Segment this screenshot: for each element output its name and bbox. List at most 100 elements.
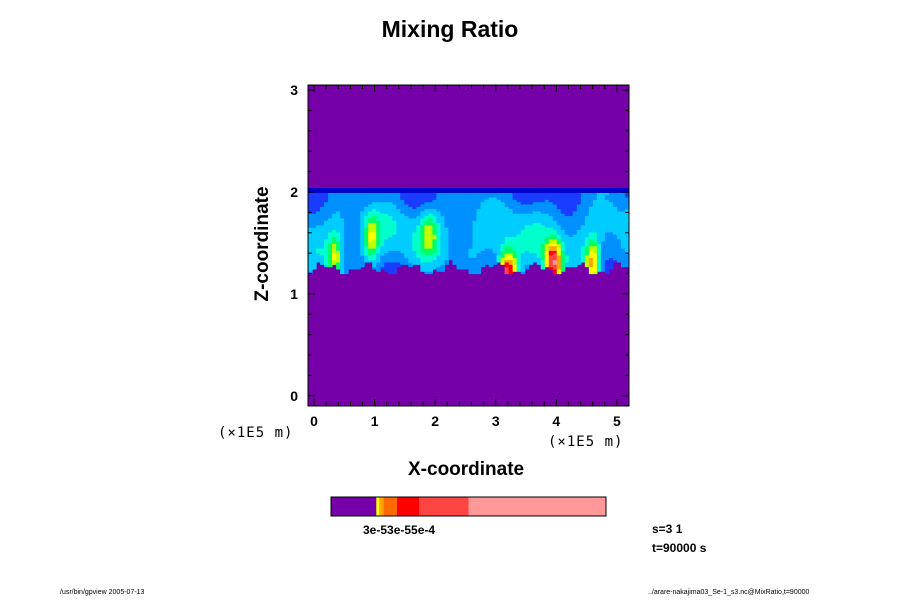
field-cell	[352, 250, 357, 254]
field-cell	[576, 259, 582, 263]
field-cell	[348, 234, 353, 237]
field-cell	[588, 259, 594, 263]
field-cell	[340, 268, 345, 272]
field-cell	[392, 271, 397, 275]
field-cell	[308, 259, 313, 263]
field-cell	[456, 196, 462, 200]
field-cell	[516, 208, 522, 212]
field-cell	[320, 192, 325, 196]
field-cell	[404, 220, 409, 224]
field-cell	[404, 229, 409, 233]
field-cell	[552, 194, 558, 198]
field-cell	[488, 194, 494, 198]
field-cell	[600, 266, 606, 270]
field-cell	[312, 220, 317, 224]
field-cell	[328, 227, 333, 231]
field-cell	[432, 208, 437, 212]
field-cell	[540, 203, 546, 207]
field-cell	[504, 234, 510, 237]
field-cell	[384, 252, 389, 256]
info-index: s=3 1	[652, 522, 683, 536]
field-cell	[452, 231, 458, 235]
field-cell	[400, 234, 405, 237]
field-cell	[456, 261, 462, 265]
field-cell	[544, 261, 550, 265]
field-cell	[352, 234, 357, 237]
field-cell	[456, 192, 462, 196]
field-cell	[396, 259, 401, 263]
field-cell	[512, 234, 518, 237]
field-cell	[380, 208, 385, 212]
field-cell	[416, 199, 421, 203]
field-cell	[488, 252, 494, 256]
field-cell	[576, 222, 582, 226]
field-cell	[508, 194, 514, 198]
field-cell	[372, 220, 377, 224]
field-cell	[568, 264, 574, 268]
field-cell	[444, 227, 450, 231]
field-cell	[412, 231, 417, 235]
field-cell	[616, 252, 622, 256]
field-cell	[372, 241, 377, 244]
field-cell	[524, 252, 530, 256]
field-cell	[520, 238, 526, 242]
field-cell	[600, 227, 606, 231]
field-cell	[544, 264, 550, 268]
field-cell	[348, 199, 353, 203]
field-cell	[588, 268, 594, 272]
field-cell	[492, 217, 498, 221]
field-cell	[536, 213, 542, 217]
field-cell	[428, 259, 433, 263]
field-cell	[472, 220, 478, 224]
field-cell	[460, 247, 466, 251]
field-cell	[508, 220, 514, 224]
field-cell	[400, 238, 405, 242]
field-cell	[476, 261, 482, 265]
field-cell	[388, 243, 393, 247]
field-cell	[472, 196, 478, 200]
field-cell	[512, 252, 518, 256]
field-cell	[380, 238, 385, 242]
field-cell	[572, 194, 578, 198]
field-cell	[444, 201, 450, 205]
field-cell	[544, 206, 550, 210]
field-cell	[484, 236, 490, 240]
field-cell	[516, 252, 522, 256]
field-cell	[512, 257, 518, 261]
field-cell	[624, 229, 629, 233]
field-cell	[516, 199, 522, 203]
field-cell	[468, 234, 474, 237]
field-cell	[552, 231, 558, 235]
field-cell	[492, 259, 498, 263]
field-cell	[580, 217, 586, 221]
field-cell	[516, 192, 522, 196]
field-cell	[324, 194, 329, 198]
field-cell	[392, 199, 397, 203]
field-cell	[572, 245, 578, 249]
field-cell	[464, 229, 470, 233]
field-cell	[512, 229, 518, 233]
field-cell	[360, 217, 365, 221]
field-cell	[336, 236, 341, 240]
field-cell	[464, 201, 470, 205]
field-cell	[452, 234, 458, 237]
field-cell	[532, 206, 538, 210]
field-cell	[588, 261, 594, 265]
field-cell	[384, 268, 389, 272]
field-cell	[620, 243, 626, 247]
field-cell	[520, 196, 526, 200]
field-cell	[352, 257, 357, 261]
field-cell	[452, 222, 458, 226]
field-cell	[388, 227, 393, 231]
field-cell	[328, 261, 333, 265]
field-cell	[524, 261, 530, 265]
field-cell	[396, 257, 401, 261]
field-cell	[340, 199, 345, 203]
field-cell	[528, 250, 534, 254]
field-cell	[336, 243, 341, 247]
field-cell	[552, 268, 558, 272]
field-cell	[520, 252, 526, 256]
field-cell	[516, 215, 522, 219]
field-cell	[528, 231, 534, 235]
field-cell	[508, 245, 514, 249]
